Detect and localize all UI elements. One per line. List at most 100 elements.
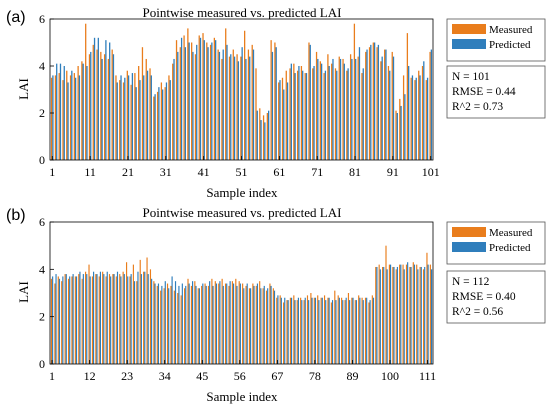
bar-measured: [409, 266, 411, 364]
bar-measured: [361, 297, 363, 364]
bar-measured: [129, 276, 131, 364]
bar-measured: [296, 70, 299, 160]
bar-predicted: [127, 75, 130, 160]
bar-predicted: [389, 70, 391, 160]
bar-measured: [342, 58, 344, 161]
bar-predicted: [86, 274, 88, 364]
bar-predicted: [256, 283, 259, 364]
bar-predicted: [297, 297, 299, 364]
bar-measured: [194, 54, 197, 160]
legend: Measured Predicted: [446, 18, 546, 62]
bar-predicted: [165, 82, 168, 160]
panel-label: (a): [6, 9, 26, 26]
bar-measured: [399, 98, 401, 160]
bar-predicted: [408, 66, 410, 160]
bar-predicted: [174, 281, 177, 364]
bar-predicted: [260, 120, 262, 160]
bar-measured: [289, 297, 291, 364]
bar-measured: [146, 257, 148, 364]
bar-measured: [130, 84, 132, 160]
legend: Measured Predicted: [446, 221, 546, 265]
bar-measured: [242, 283, 244, 364]
bar-measured: [132, 264, 134, 364]
bar-predicted: [195, 285, 197, 364]
x-ticks: 1 12 23 34 45 56 67 78 89 100 111: [49, 360, 436, 383]
bar-measured: [211, 278, 213, 364]
bar-measured: [405, 264, 408, 364]
bar-predicted: [294, 73, 296, 160]
bar-measured: [224, 283, 227, 364]
x-tick-label: 51: [236, 165, 248, 179]
bar-predicted: [362, 300, 364, 364]
bar-measured: [160, 290, 162, 364]
bar-predicted: [185, 285, 187, 364]
bar-measured: [235, 278, 237, 364]
bar-predicted: [383, 266, 385, 364]
y-tick-label: 0: [39, 357, 45, 371]
x-tick-label: 71: [311, 165, 323, 179]
bar-predicted: [219, 281, 221, 364]
bar-predicted: [52, 75, 54, 160]
chart-panel-b: (b) Pointwise measured vs. predicted LAI…: [6, 205, 546, 404]
bar-predicted: [168, 288, 170, 364]
bar-predicted: [79, 271, 81, 364]
y-ticks: 0 2 4 6: [39, 12, 54, 167]
x-tick-label: 45: [196, 369, 208, 383]
bar-measured: [214, 281, 216, 364]
bar-measured: [231, 281, 233, 364]
bar-measured: [319, 61, 321, 160]
bar-predicted: [116, 271, 119, 364]
chart-title: Pointwise measured vs. predicted LAI: [143, 5, 342, 20]
bar-predicted: [135, 87, 137, 160]
bar-predicted: [161, 285, 163, 364]
bar-predicted: [192, 281, 194, 364]
bar-predicted: [260, 288, 262, 364]
bar-predicted: [205, 285, 207, 364]
bar-predicted: [162, 89, 164, 160]
bar-predicted: [246, 283, 248, 364]
bar-measured: [85, 23, 87, 161]
bar-measured: [276, 297, 278, 364]
bar-measured: [98, 276, 100, 364]
bar-measured: [156, 91, 159, 160]
stats-frame: [446, 270, 546, 324]
bar-measured: [429, 264, 431, 364]
bar-measured: [320, 297, 322, 364]
bar-measured: [351, 297, 353, 364]
bar-predicted: [218, 51, 221, 160]
bar-measured: [228, 56, 231, 160]
stats-frame: [446, 65, 546, 119]
bar-predicted: [359, 297, 361, 364]
bar-predicted: [275, 47, 277, 161]
bar-measured: [122, 82, 125, 160]
bar-measured: [372, 42, 374, 160]
bar-measured: [119, 274, 121, 364]
bar-predicted: [400, 105, 402, 160]
bar-measured: [259, 108, 261, 160]
bar-measured: [416, 264, 418, 364]
bar-predicted: [366, 49, 368, 160]
bar-predicted: [308, 300, 310, 364]
bar-measured: [304, 73, 306, 160]
bar-measured: [270, 40, 272, 160]
bar-measured: [425, 80, 427, 160]
bar-measured: [145, 58, 147, 161]
bar-predicted: [192, 51, 194, 160]
bar-predicted: [99, 271, 101, 364]
bar-measured: [300, 297, 302, 364]
x-tick-label: 61: [273, 165, 285, 179]
bar-predicted: [411, 75, 414, 160]
bar-predicted: [245, 58, 247, 161]
bar-predicted: [338, 297, 340, 364]
bar-measured: [71, 276, 73, 364]
bar-measured: [88, 54, 91, 160]
bar-measured: [105, 276, 107, 364]
bar-measured: [95, 274, 97, 364]
bar-predicted: [164, 281, 166, 364]
bar-measured: [330, 302, 332, 364]
bar-measured: [283, 302, 285, 364]
bar-predicted: [86, 66, 88, 160]
bar-predicted: [196, 44, 198, 160]
bar-measured: [303, 300, 305, 364]
x-tick-label: 56: [234, 369, 246, 383]
